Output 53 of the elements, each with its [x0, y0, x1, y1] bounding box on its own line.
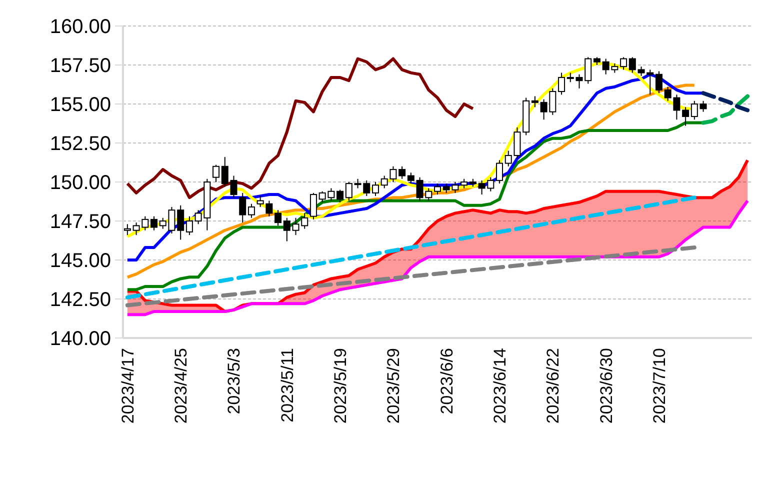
y-tick-label: 147.50: [50, 211, 111, 233]
line-series: [126, 121, 705, 292]
candlestick: [620, 56, 628, 70]
candlestick: [283, 217, 290, 242]
x-tick-label: 2023/6/6: [437, 348, 456, 414]
line-series: [126, 72, 705, 262]
candlestick: [496, 160, 504, 184]
candlestick: [150, 216, 158, 231]
y-tick-label: 157.50: [50, 55, 111, 77]
candlestick: [531, 96, 538, 108]
candlestick: [682, 106, 690, 126]
line-series: [126, 57, 474, 200]
candlestick: [398, 166, 406, 180]
candlestick: [248, 203, 255, 218]
x-tick-label: 2023/6/14: [490, 348, 510, 424]
candlestick: [274, 210, 282, 226]
x-tick-label: 2023/5/29: [384, 348, 404, 424]
x-tick-label: 2023/5/3: [224, 348, 244, 414]
candlestick: [584, 56, 592, 84]
candlestick: [655, 70, 662, 94]
line-series: [701, 91, 750, 112]
candlestick: [628, 56, 636, 74]
x-tick-label: 2023/5/11: [278, 348, 297, 422]
candlestick: [460, 178, 468, 189]
candlestick: [700, 100, 707, 112]
candlestick: [372, 182, 379, 197]
candlestick: [407, 172, 414, 184]
candlestick: [345, 182, 352, 202]
line-series: [701, 94, 750, 125]
candlestick: [177, 204, 184, 240]
y-tick-label: 155.00: [50, 94, 111, 116]
y-tick-label: 140.00: [50, 328, 111, 350]
candlestick: [690, 100, 698, 120]
x-tick-label: 2023/7/10: [650, 348, 669, 424]
candlestick: [434, 183, 441, 195]
candlestick: [124, 224, 131, 236]
candlestick: [310, 192, 317, 220]
candlestick: [239, 192, 246, 224]
candlestick: [186, 216, 193, 236]
x-tick-label: 2023/6/30: [596, 348, 616, 424]
candlestick: [336, 189, 344, 203]
y-tick-label: 160.00: [50, 16, 111, 38]
x-tick-label: 2023/6/22: [544, 348, 563, 424]
x-tick-label: 2023/5/19: [331, 348, 350, 424]
candlestick: [558, 72, 566, 96]
y-tick-label: 142.50: [50, 289, 111, 311]
y-tick-label: 152.50: [50, 133, 111, 155]
y-tick-label: 145.00: [50, 250, 111, 272]
line-series: [126, 199, 750, 316]
candlestick: [212, 164, 220, 182]
x-tick-label: 2023/4/17: [118, 348, 138, 424]
x-tick-label: 2023/4/25: [172, 348, 191, 424]
y-tick-label: 150.00: [50, 172, 111, 194]
